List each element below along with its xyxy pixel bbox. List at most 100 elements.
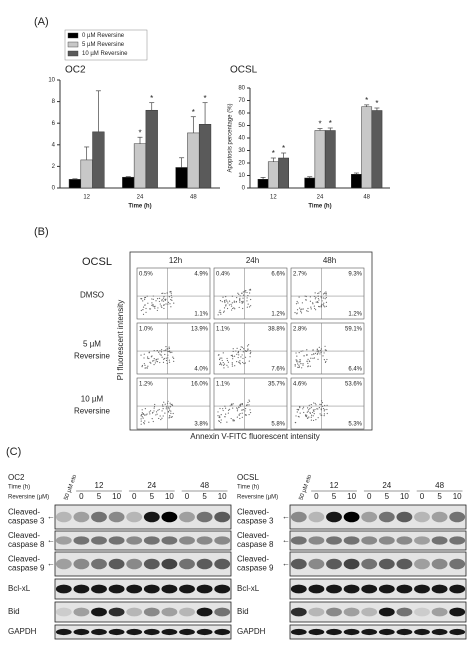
event-dot bbox=[318, 292, 320, 294]
event-dot bbox=[325, 291, 327, 293]
event-dot bbox=[218, 311, 220, 313]
event-dot bbox=[160, 305, 162, 307]
band bbox=[143, 584, 160, 594]
flow-row-label: Reversine bbox=[74, 407, 111, 416]
event-dot bbox=[236, 360, 238, 363]
event-dot bbox=[164, 292, 166, 295]
band bbox=[449, 607, 466, 617]
band bbox=[143, 558, 160, 570]
y-tick-label: 70 bbox=[238, 98, 245, 104]
event-dot bbox=[323, 410, 325, 412]
event-dot bbox=[324, 404, 326, 407]
event-dot bbox=[229, 405, 231, 407]
event-dot bbox=[323, 297, 325, 299]
event-dot bbox=[323, 292, 326, 294]
quadrant-percent: 1.2% bbox=[348, 312, 362, 318]
event-dot bbox=[152, 305, 154, 307]
event-dot bbox=[324, 409, 326, 411]
event-dot bbox=[140, 418, 142, 420]
event-dot bbox=[322, 304, 324, 306]
flow-plot bbox=[213, 322, 288, 375]
cell-line-label: OCSL bbox=[237, 473, 259, 482]
event-dot bbox=[219, 407, 221, 410]
band bbox=[290, 558, 307, 570]
bar bbox=[122, 176, 135, 189]
event-dot bbox=[297, 302, 299, 304]
event-dot bbox=[313, 357, 316, 359]
event-dot bbox=[161, 410, 163, 412]
event-dot bbox=[171, 299, 173, 302]
event-dot bbox=[165, 408, 167, 410]
blot-row-label: caspase 9 bbox=[237, 564, 274, 573]
band bbox=[196, 628, 213, 636]
band bbox=[161, 511, 178, 523]
quadrant-percent: 3.8% bbox=[194, 422, 208, 428]
event-dot bbox=[225, 413, 227, 415]
bar bbox=[361, 106, 373, 189]
event-dot bbox=[164, 353, 166, 356]
event-dot bbox=[245, 414, 247, 417]
band bbox=[55, 511, 72, 523]
event-dot bbox=[302, 363, 304, 365]
event-dot bbox=[226, 300, 228, 302]
event-dot bbox=[314, 298, 316, 300]
band bbox=[396, 536, 413, 545]
quadrant-percent: 1.1% bbox=[194, 312, 208, 318]
event-dot bbox=[326, 358, 328, 361]
event-dot bbox=[155, 360, 157, 362]
event-dot bbox=[311, 411, 314, 414]
event-dot bbox=[224, 407, 227, 409]
blot-row-label: Bcl-xL bbox=[8, 584, 31, 593]
quadrant-percent: 38.8% bbox=[268, 327, 286, 333]
event-dot bbox=[168, 350, 170, 353]
event-dot bbox=[142, 309, 144, 311]
event-dot bbox=[165, 359, 168, 362]
event-dot bbox=[231, 295, 233, 297]
dose: 10 bbox=[218, 492, 227, 501]
event-dot bbox=[296, 408, 298, 411]
event-dot bbox=[241, 346, 244, 348]
event-dot bbox=[316, 408, 318, 410]
blot-row-label: caspase 3 bbox=[8, 517, 45, 526]
event-dot bbox=[250, 351, 252, 353]
band-arrow: ← bbox=[47, 559, 55, 568]
event-dot bbox=[320, 400, 323, 402]
event-dot bbox=[153, 349, 155, 352]
quadrant-percent: 2.8% bbox=[293, 327, 307, 333]
event-dot bbox=[237, 351, 239, 353]
event-dot bbox=[315, 296, 317, 298]
blot-row-label: Cleaved- bbox=[237, 508, 269, 517]
event-dot bbox=[297, 366, 299, 368]
event-dot bbox=[166, 292, 168, 294]
band bbox=[73, 558, 90, 570]
event-dot bbox=[318, 346, 320, 348]
event-dot bbox=[297, 415, 299, 418]
event-dot bbox=[294, 421, 296, 424]
event-dot bbox=[249, 356, 251, 358]
dose: 5 bbox=[385, 492, 390, 501]
event-dot bbox=[297, 363, 299, 365]
event-dot bbox=[247, 349, 249, 351]
event-dot bbox=[220, 363, 222, 365]
band bbox=[108, 511, 125, 523]
event-dot bbox=[236, 410, 239, 412]
time-point: 24 bbox=[147, 481, 156, 490]
event-dot bbox=[313, 412, 315, 415]
event-dot bbox=[321, 300, 323, 302]
event-dot bbox=[249, 349, 251, 352]
event-dot bbox=[140, 415, 142, 417]
event-dot bbox=[240, 403, 242, 405]
band bbox=[126, 628, 143, 636]
event-dot bbox=[230, 309, 233, 311]
event-dot bbox=[312, 409, 314, 411]
event-dot bbox=[300, 309, 302, 311]
event-dot bbox=[162, 405, 164, 408]
event-dot bbox=[233, 307, 235, 309]
event-dot bbox=[246, 306, 248, 308]
event-dot bbox=[300, 363, 302, 365]
event-dot bbox=[320, 296, 322, 298]
event-dot bbox=[309, 360, 311, 363]
event-dot bbox=[302, 364, 304, 366]
event-dot bbox=[312, 419, 315, 422]
event-dot bbox=[299, 360, 301, 363]
